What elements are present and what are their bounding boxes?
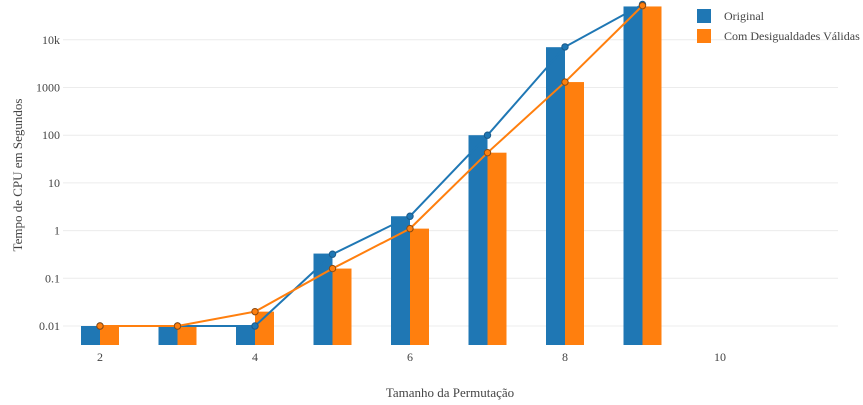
bar-desigualdades[interactable]: [410, 228, 429, 345]
x-tick-label: 4: [252, 350, 258, 364]
bar-desigualdades[interactable]: [642, 6, 662, 345]
y-tick-label: 10: [48, 176, 60, 190]
bar-original[interactable]: [158, 326, 178, 345]
y-axis-title: Tempo de CPU em Segundos: [10, 99, 25, 252]
data-point[interactable]: [483, 131, 492, 139]
line-original: [100, 3, 643, 327]
bar-desigualdades[interactable]: [565, 82, 584, 345]
x-tick-label: 10: [714, 350, 726, 364]
bar-desigualdades[interactable]: [487, 152, 507, 345]
data-point[interactable]: [251, 307, 259, 316]
bar-original[interactable]: [81, 326, 100, 345]
tick-labels: 0.01 0.1 1 10 100 1000 10k 2 4 6 8 10: [36, 33, 726, 364]
data-point[interactable]: [251, 322, 259, 330]
data-point[interactable]: [561, 78, 569, 86]
bar-original[interactable]: [236, 326, 255, 345]
x-tick-label: 8: [562, 350, 568, 364]
bar-original[interactable]: [546, 47, 565, 346]
bar-original[interactable]: [391, 216, 410, 345]
y-tick-label: 1: [54, 224, 60, 238]
legend[interactable]: Original Com Desigualdades Válidas: [697, 9, 860, 43]
y-tick-label: 0.01: [39, 319, 60, 333]
line-desigualdades: [100, 4, 644, 327]
y-tick-label: 1000: [36, 81, 60, 95]
data-point[interactable]: [406, 224, 414, 233]
legend-swatch: [697, 29, 711, 43]
bar-desigualdades[interactable]: [100, 326, 119, 345]
data-point[interactable]: [406, 212, 414, 220]
data-point[interactable]: [173, 322, 182, 330]
bar-original[interactable]: [468, 135, 488, 345]
bar-original[interactable]: [623, 6, 643, 345]
data-point[interactable]: [96, 322, 104, 330]
x-tick-label: 6: [407, 350, 413, 364]
legend-label[interactable]: Com Desigualdades Válidas: [724, 29, 860, 43]
data-point[interactable]: [561, 43, 569, 51]
bars: [81, 6, 662, 346]
y-tick-label: 10k: [42, 33, 60, 47]
y-tick-label: 0.1: [45, 271, 60, 285]
bar-desigualdades[interactable]: [332, 268, 352, 345]
data-point[interactable]: [328, 264, 337, 273]
x-axis-title: Tamanho da Permutação: [386, 385, 514, 400]
data-point[interactable]: [638, 1, 647, 10]
data-point[interactable]: [328, 250, 337, 258]
y-tick-label: 100: [42, 128, 60, 142]
bar-desigualdades[interactable]: [177, 326, 197, 345]
legend-swatch: [697, 9, 711, 23]
data-point[interactable]: [483, 148, 492, 157]
legend-label[interactable]: Original: [724, 9, 765, 23]
x-tick-label: 2: [97, 350, 103, 364]
bar-desigualdades[interactable]: [255, 311, 274, 345]
gridlines: [63, 39, 838, 327]
series-lines: [96, 0, 647, 330]
